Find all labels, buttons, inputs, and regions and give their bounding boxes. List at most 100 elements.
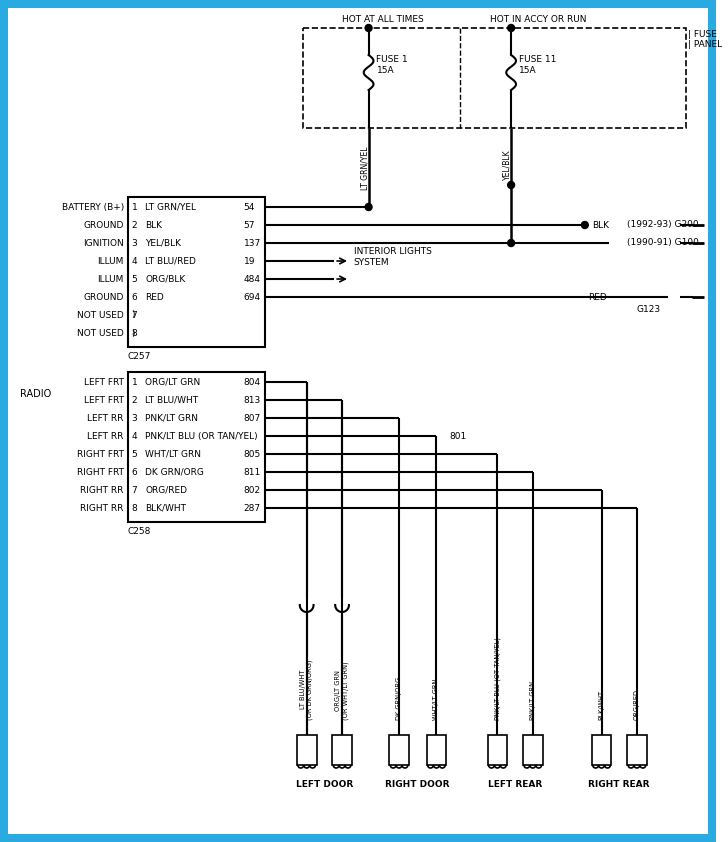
Text: RIGHT DOOR: RIGHT DOOR <box>386 780 450 789</box>
Circle shape <box>365 204 372 210</box>
Text: LT BLU/RED: LT BLU/RED <box>146 257 197 265</box>
Text: LEFT REAR: LEFT REAR <box>488 780 542 789</box>
Bar <box>389 735 409 765</box>
Bar <box>427 735 446 765</box>
Text: RED: RED <box>146 292 165 301</box>
Text: 2: 2 <box>132 396 138 404</box>
Text: 811: 811 <box>244 467 261 477</box>
Text: C258: C258 <box>128 527 151 536</box>
Text: RED: RED <box>587 292 606 301</box>
Text: LEFT RR: LEFT RR <box>87 431 124 440</box>
Text: PNK/LT BLU (OT TAN/YEL): PNK/LT BLU (OT TAN/YEL) <box>494 637 501 720</box>
Text: PNK/LT GRN: PNK/LT GRN <box>146 413 199 423</box>
Text: IGNITION: IGNITION <box>83 238 124 248</box>
Text: 801: 801 <box>449 431 467 440</box>
Text: WHT/LT GRN: WHT/LT GRN <box>433 679 440 720</box>
Text: BLK/WHT: BLK/WHT <box>146 504 186 513</box>
Text: C257: C257 <box>128 352 151 361</box>
Text: 6: 6 <box>132 467 138 477</box>
Text: LT BLU/WHT
(OR DK GRN/ORG): LT BLU/WHT (OR DK GRN/ORG) <box>300 659 314 720</box>
Text: INTERIOR LIGHTS
SYSTEM: INTERIOR LIGHTS SYSTEM <box>354 248 432 267</box>
Text: LEFT DOOR: LEFT DOOR <box>296 780 353 789</box>
Text: GROUND: GROUND <box>84 292 124 301</box>
Text: 804: 804 <box>244 377 261 386</box>
Bar <box>297 735 317 765</box>
Text: G123: G123 <box>637 305 661 313</box>
Text: ILLUM: ILLUM <box>98 257 124 265</box>
Bar <box>488 735 507 765</box>
Text: | FUSE: | FUSE <box>688 30 717 39</box>
Text: DK GRN/ORG: DK GRN/ORG <box>396 677 402 720</box>
Text: 802: 802 <box>244 486 261 494</box>
Text: 694: 694 <box>244 292 261 301</box>
Bar <box>592 735 612 765</box>
Text: 57: 57 <box>244 221 256 230</box>
Text: NOT USED: NOT USED <box>77 328 124 338</box>
Text: RIGHT REAR: RIGHT REAR <box>588 780 650 789</box>
Text: RADIO: RADIO <box>20 389 51 399</box>
Text: WHT/LT GRN: WHT/LT GRN <box>146 450 202 459</box>
Text: 19: 19 <box>244 257 256 265</box>
Text: 287: 287 <box>244 504 261 513</box>
Text: LEFT RR: LEFT RR <box>87 413 124 423</box>
Text: LT GRN/YEL: LT GRN/YEL <box>360 147 369 189</box>
Text: 6: 6 <box>132 292 138 301</box>
Circle shape <box>507 24 515 31</box>
Text: BLK: BLK <box>592 221 609 230</box>
Bar <box>303 28 686 128</box>
Text: 8: 8 <box>132 328 138 338</box>
Text: ORG/RED: ORG/RED <box>634 689 640 720</box>
Text: LEFT FRT: LEFT FRT <box>84 377 124 386</box>
Text: 4: 4 <box>132 257 138 265</box>
Text: DK GRN/ORG: DK GRN/ORG <box>146 467 205 477</box>
Bar <box>128 372 266 522</box>
Text: RIGHT FRT: RIGHT FRT <box>77 450 124 459</box>
Text: 807: 807 <box>244 413 261 423</box>
Text: 7: 7 <box>132 311 138 319</box>
Text: GROUND: GROUND <box>84 221 124 230</box>
Circle shape <box>507 182 515 189</box>
Text: 805: 805 <box>244 450 261 459</box>
Text: 4: 4 <box>132 431 138 440</box>
Bar <box>627 735 646 765</box>
Text: 5: 5 <box>132 450 138 459</box>
Text: ILLUM: ILLUM <box>98 274 124 284</box>
Text: (1992-93) G200: (1992-93) G200 <box>627 220 699 228</box>
Text: ): ) <box>132 328 135 338</box>
Text: ORG/RED: ORG/RED <box>146 486 188 494</box>
Circle shape <box>582 221 588 228</box>
Text: LEFT FRT: LEFT FRT <box>84 396 124 404</box>
Text: 3: 3 <box>132 238 138 248</box>
Text: ): ) <box>132 311 135 319</box>
Text: LT BLU/WHT: LT BLU/WHT <box>146 396 199 404</box>
Text: (1990-91) G100: (1990-91) G100 <box>627 237 699 247</box>
Bar <box>523 735 542 765</box>
Text: 137: 137 <box>244 238 261 248</box>
Text: | PANEL: | PANEL <box>688 40 722 49</box>
Circle shape <box>507 239 515 247</box>
Text: FUSE 1
15A: FUSE 1 15A <box>376 56 408 75</box>
Text: RIGHT RR: RIGHT RR <box>81 504 124 513</box>
Text: ORG/LT GRN: ORG/LT GRN <box>146 377 201 386</box>
Text: FUSE 11
15A: FUSE 11 15A <box>519 56 556 75</box>
Text: ORG/LT GRN
(OR WHT/LT GRN): ORG/LT GRN (OR WHT/LT GRN) <box>336 661 349 720</box>
Text: YEL/BLK: YEL/BLK <box>146 238 181 248</box>
Text: NOT USED: NOT USED <box>77 311 124 319</box>
Text: 1: 1 <box>132 202 138 211</box>
Text: 813: 813 <box>244 396 261 404</box>
Bar <box>332 735 352 765</box>
Text: LT GRN/YEL: LT GRN/YEL <box>146 202 197 211</box>
Text: HOT IN ACCY OR RUN: HOT IN ACCY OR RUN <box>491 15 587 24</box>
Text: 1: 1 <box>132 377 138 386</box>
Text: RIGHT FRT: RIGHT FRT <box>77 467 124 477</box>
Text: BATTERY (B+): BATTERY (B+) <box>62 202 124 211</box>
Circle shape <box>365 24 372 31</box>
Text: 5: 5 <box>132 274 138 284</box>
Text: BLK: BLK <box>146 221 162 230</box>
Text: 7: 7 <box>132 486 138 494</box>
Text: YEL/BLK: YEL/BLK <box>503 150 512 180</box>
Text: PNK/LT BLU (OR TAN/YEL): PNK/LT BLU (OR TAN/YEL) <box>146 431 258 440</box>
Bar <box>128 197 266 347</box>
Text: 484: 484 <box>244 274 261 284</box>
Text: HOT AT ALL TIMES: HOT AT ALL TIMES <box>342 15 424 24</box>
